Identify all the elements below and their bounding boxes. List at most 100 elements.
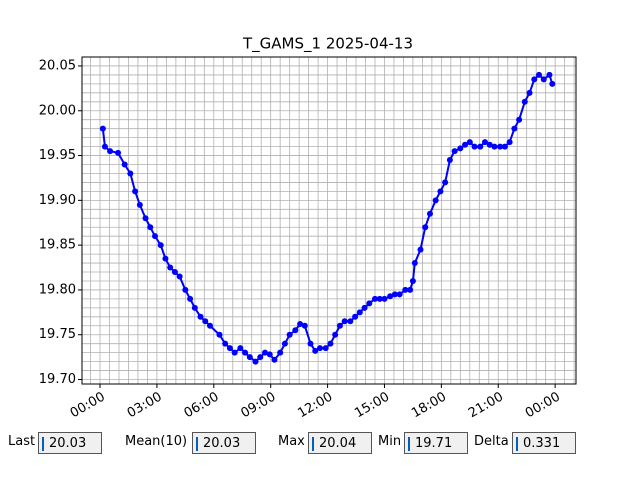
data-point bbox=[481, 139, 488, 146]
plot-frame bbox=[81, 56, 577, 385]
data-point bbox=[446, 157, 453, 164]
data-point bbox=[202, 318, 209, 325]
data-point bbox=[361, 304, 368, 311]
data-point bbox=[176, 273, 183, 280]
data-point bbox=[411, 260, 418, 267]
data-point bbox=[417, 246, 424, 253]
data-point bbox=[366, 300, 373, 307]
data-point bbox=[115, 149, 122, 156]
data-point bbox=[132, 188, 139, 195]
data-point bbox=[152, 233, 159, 240]
x-tick-label: 00:00 bbox=[523, 390, 563, 422]
data-point bbox=[281, 340, 288, 347]
data-point bbox=[257, 354, 264, 361]
data-point bbox=[352, 313, 359, 320]
y-tick-label: 19.95 bbox=[39, 148, 76, 163]
y-tick-label: 20.05 bbox=[39, 58, 76, 73]
data-point bbox=[516, 116, 523, 123]
data-point bbox=[197, 313, 204, 320]
data-point bbox=[546, 71, 553, 78]
data-point bbox=[437, 188, 444, 195]
data-point bbox=[121, 161, 128, 168]
data-point bbox=[307, 340, 314, 347]
chart-title: T_GAMS_1 2025-04-13 bbox=[242, 35, 413, 54]
data-point bbox=[442, 179, 449, 186]
readout-value: 20.03 bbox=[192, 432, 256, 454]
x-tick-label: 12:00 bbox=[295, 390, 335, 422]
data-point bbox=[216, 331, 223, 338]
data-point bbox=[549, 80, 556, 87]
data-point bbox=[286, 331, 293, 338]
data-point bbox=[376, 295, 383, 302]
data-point bbox=[107, 148, 114, 155]
data-point bbox=[341, 318, 348, 325]
data-point bbox=[292, 327, 299, 334]
data-point bbox=[540, 76, 547, 83]
data-point bbox=[187, 295, 194, 302]
data-point bbox=[407, 286, 414, 293]
readout-label: Delta bbox=[474, 434, 509, 449]
readout-value: 20.03 bbox=[38, 432, 102, 454]
data-point bbox=[432, 197, 439, 204]
data-point bbox=[316, 345, 323, 352]
data-point bbox=[157, 242, 164, 249]
data-point bbox=[497, 143, 504, 150]
y-tick-label: 20.00 bbox=[39, 103, 76, 118]
data-point bbox=[381, 295, 388, 302]
data-point bbox=[322, 345, 329, 352]
data-point bbox=[266, 351, 273, 358]
data-point bbox=[167, 264, 174, 271]
data-point bbox=[526, 89, 533, 96]
data-point bbox=[402, 286, 409, 293]
readout-label: Last bbox=[8, 434, 36, 449]
data-point bbox=[271, 356, 278, 363]
data-point bbox=[312, 347, 319, 354]
data-point bbox=[226, 345, 233, 352]
x-tick-label: 18:00 bbox=[409, 390, 449, 422]
y-tick-label: 19.70 bbox=[39, 372, 76, 387]
data-point bbox=[387, 293, 394, 300]
data-point bbox=[277, 349, 284, 356]
y-tick-label: 19.75 bbox=[39, 327, 76, 342]
data-point bbox=[409, 277, 416, 284]
data-point bbox=[506, 139, 513, 146]
x-tick-label: 06:00 bbox=[182, 390, 222, 422]
data-point bbox=[246, 354, 253, 361]
readout-value: 0.331 bbox=[512, 432, 576, 454]
x-tick-label: 09:00 bbox=[238, 390, 278, 422]
data-point bbox=[511, 125, 518, 132]
x-tick-label: 21:00 bbox=[466, 390, 506, 422]
data-point bbox=[336, 322, 343, 329]
data-point bbox=[426, 210, 433, 217]
data-point bbox=[147, 224, 154, 231]
data-point bbox=[191, 304, 198, 311]
data-point bbox=[477, 143, 484, 150]
data-point bbox=[207, 322, 214, 329]
data-point bbox=[231, 349, 238, 356]
y-tick-label: 19.80 bbox=[39, 282, 76, 297]
y-tick-label: 19.90 bbox=[39, 193, 76, 208]
data-point bbox=[531, 76, 538, 83]
data-point bbox=[99, 125, 106, 132]
data-point bbox=[182, 286, 189, 293]
data-point bbox=[462, 141, 469, 148]
data-point bbox=[261, 349, 268, 356]
data-point bbox=[162, 255, 169, 262]
data-point bbox=[457, 145, 464, 152]
data-point bbox=[347, 318, 354, 325]
data-point bbox=[127, 170, 134, 177]
x-tick-label: 15:00 bbox=[352, 390, 392, 422]
readout-label: Min bbox=[378, 434, 402, 449]
data-point bbox=[327, 340, 334, 347]
data-point bbox=[521, 98, 528, 105]
data-point bbox=[242, 349, 249, 356]
data-point bbox=[471, 143, 478, 150]
data-point bbox=[396, 291, 403, 298]
readout-value: 20.04 bbox=[308, 432, 372, 454]
data-point bbox=[301, 322, 308, 329]
readout-label: Mean(10) bbox=[125, 434, 188, 449]
data-point bbox=[222, 340, 229, 347]
x-tick-label: 00:00 bbox=[68, 390, 108, 422]
